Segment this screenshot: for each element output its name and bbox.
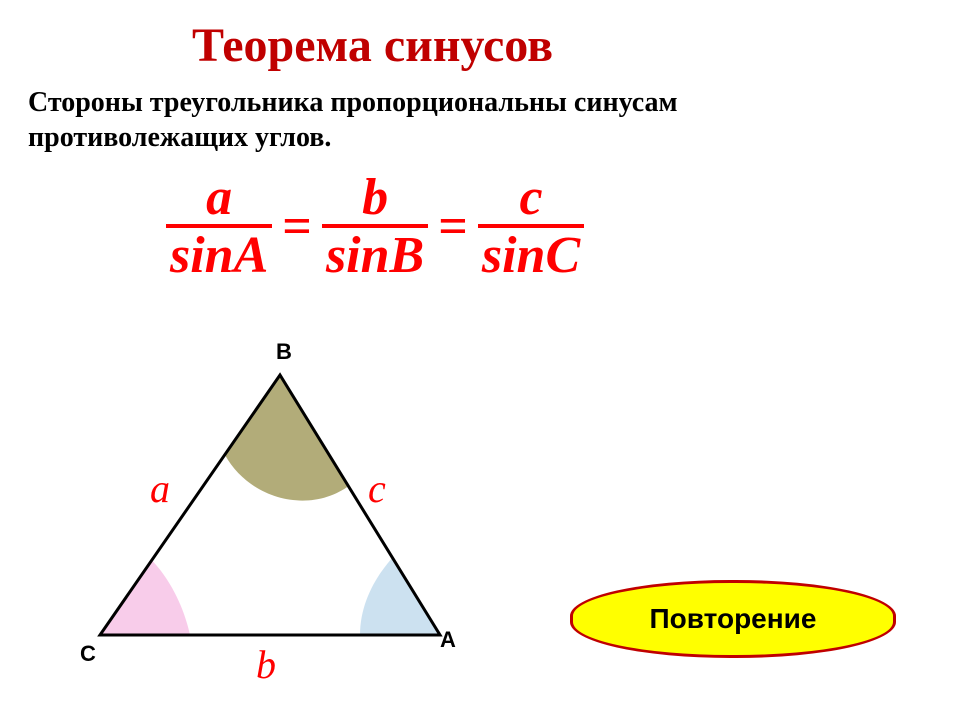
numerator-c: c (509, 172, 552, 224)
side-label-a: a (150, 465, 170, 512)
fraction-b: b sinB (322, 172, 428, 282)
law-of-sines-formula: a sinA = b sinB = c sinC (160, 172, 590, 282)
denominator-b: sinB (322, 228, 428, 282)
numerator-b: b (352, 172, 398, 224)
vertex-label-b: B (276, 339, 292, 365)
denominator-c: sinC (478, 228, 584, 282)
numerator-a: a (196, 172, 242, 224)
review-badge-inner: Повторение (570, 580, 896, 658)
review-badge[interactable]: Повторение (570, 580, 896, 658)
equals-sign: = (438, 201, 468, 253)
side-label-b: b (256, 641, 276, 688)
statement-line1: Стороны треугольника пропорциональны син… (28, 87, 678, 118)
denominator-a: sinA (166, 228, 272, 282)
review-badge-label: Повторение (650, 603, 817, 635)
page-title: Теорема синусов (192, 18, 553, 73)
statement-line2: противолежащих углов. (28, 122, 331, 153)
side-label-c: c (368, 465, 386, 512)
vertex-label-c: C (80, 641, 96, 667)
theorem-statement: Стороны треугольника пропорциональны син… (28, 85, 678, 155)
vertex-label-a: A (440, 627, 456, 653)
fraction-c: c sinC (478, 172, 584, 282)
triangle-diagram: A B C a b c (40, 335, 480, 695)
fraction-a: a sinA (166, 172, 272, 282)
equals-sign: = (282, 201, 312, 253)
